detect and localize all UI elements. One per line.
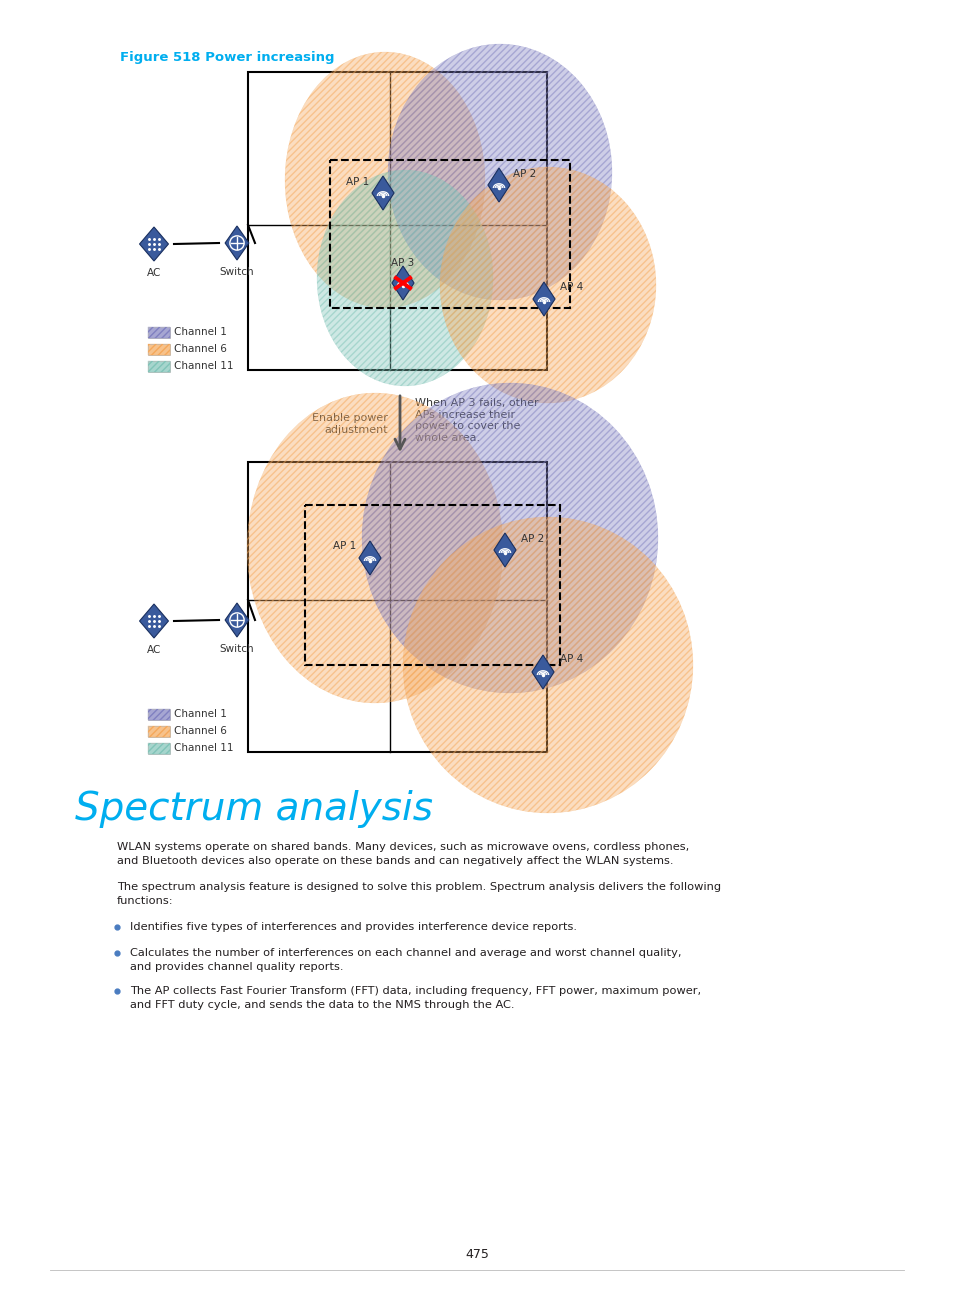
Text: AP 2: AP 2 (521, 534, 544, 544)
Bar (148, 709, 170, 721)
Polygon shape (358, 540, 380, 575)
Bar (248, 73, 546, 369)
Bar (248, 461, 546, 752)
Bar (148, 343, 170, 355)
Polygon shape (532, 654, 554, 689)
Polygon shape (494, 533, 516, 568)
Text: AP 4: AP 4 (559, 654, 583, 664)
Text: functions:: functions: (117, 896, 173, 906)
Bar (148, 743, 170, 754)
Ellipse shape (316, 170, 493, 386)
Bar (148, 343, 170, 355)
Text: Switch: Switch (219, 644, 254, 654)
Text: WLAN systems operate on shared bands. Many devices, such as microwave ovens, cor: WLAN systems operate on shared bands. Ma… (117, 842, 688, 851)
Polygon shape (225, 603, 249, 638)
Text: Channel 6: Channel 6 (173, 726, 227, 736)
Bar (148, 327, 170, 338)
Polygon shape (372, 176, 394, 210)
Text: Figure 518 Power increasing: Figure 518 Power increasing (120, 52, 335, 65)
Text: Channel 6: Channel 6 (173, 343, 227, 354)
Text: and Bluetooth devices also operate on these bands and can negatively affect the : and Bluetooth devices also operate on th… (117, 855, 673, 866)
Ellipse shape (439, 167, 656, 403)
Text: AC: AC (147, 645, 161, 654)
Text: Spectrum analysis: Spectrum analysis (75, 791, 433, 828)
Text: AP 4: AP 4 (559, 283, 583, 292)
Polygon shape (487, 168, 510, 202)
Text: Channel 1: Channel 1 (173, 709, 227, 719)
Bar (148, 327, 170, 338)
Text: The spectrum analysis feature is designed to solve this problem. Spectrum analys: The spectrum analysis feature is designe… (117, 883, 720, 892)
Text: Enable power
adjustment: Enable power adjustment (312, 413, 388, 434)
Polygon shape (533, 283, 555, 316)
Polygon shape (392, 266, 414, 299)
Ellipse shape (247, 393, 502, 702)
Bar (305, 505, 559, 665)
Polygon shape (225, 226, 249, 260)
Text: and FFT duty cycle, and sends the data to the NMS through the AC.: and FFT duty cycle, and sends the data t… (130, 1001, 514, 1010)
Text: Switch: Switch (219, 267, 254, 277)
Text: Calculates the number of interferences on each channel and average and worst cha: Calculates the number of interferences o… (130, 947, 680, 958)
Text: AP 3: AP 3 (391, 258, 415, 268)
Text: and provides channel quality reports.: and provides channel quality reports. (130, 962, 343, 972)
Polygon shape (139, 227, 169, 260)
Text: Channel 1: Channel 1 (173, 327, 227, 337)
Ellipse shape (402, 517, 692, 813)
Ellipse shape (361, 384, 658, 693)
Text: When AP 3 fails, other
APs increase their
power to cover the
whole area.: When AP 3 fails, other APs increase thei… (415, 398, 538, 443)
Text: AP 2: AP 2 (513, 168, 536, 179)
Ellipse shape (388, 44, 612, 299)
Text: AP 1: AP 1 (346, 178, 369, 187)
Text: Identifies five types of interferences and provides interference device reports.: Identifies five types of interferences a… (130, 921, 577, 932)
Bar (148, 362, 170, 372)
Ellipse shape (285, 52, 484, 308)
Text: AC: AC (147, 268, 161, 279)
Text: 475: 475 (464, 1248, 489, 1261)
Text: AP 1: AP 1 (333, 540, 356, 551)
Text: The AP collects Fast Fourier Transform (FFT) data, including frequency, FFT powe: The AP collects Fast Fourier Transform (… (130, 986, 700, 997)
Bar (148, 709, 170, 721)
Text: Channel 11: Channel 11 (173, 743, 233, 753)
Bar (148, 743, 170, 754)
Polygon shape (139, 604, 169, 638)
Bar (148, 362, 170, 372)
Bar (330, 159, 569, 308)
Bar (148, 726, 170, 737)
Bar (148, 726, 170, 737)
Text: Channel 11: Channel 11 (173, 362, 233, 371)
